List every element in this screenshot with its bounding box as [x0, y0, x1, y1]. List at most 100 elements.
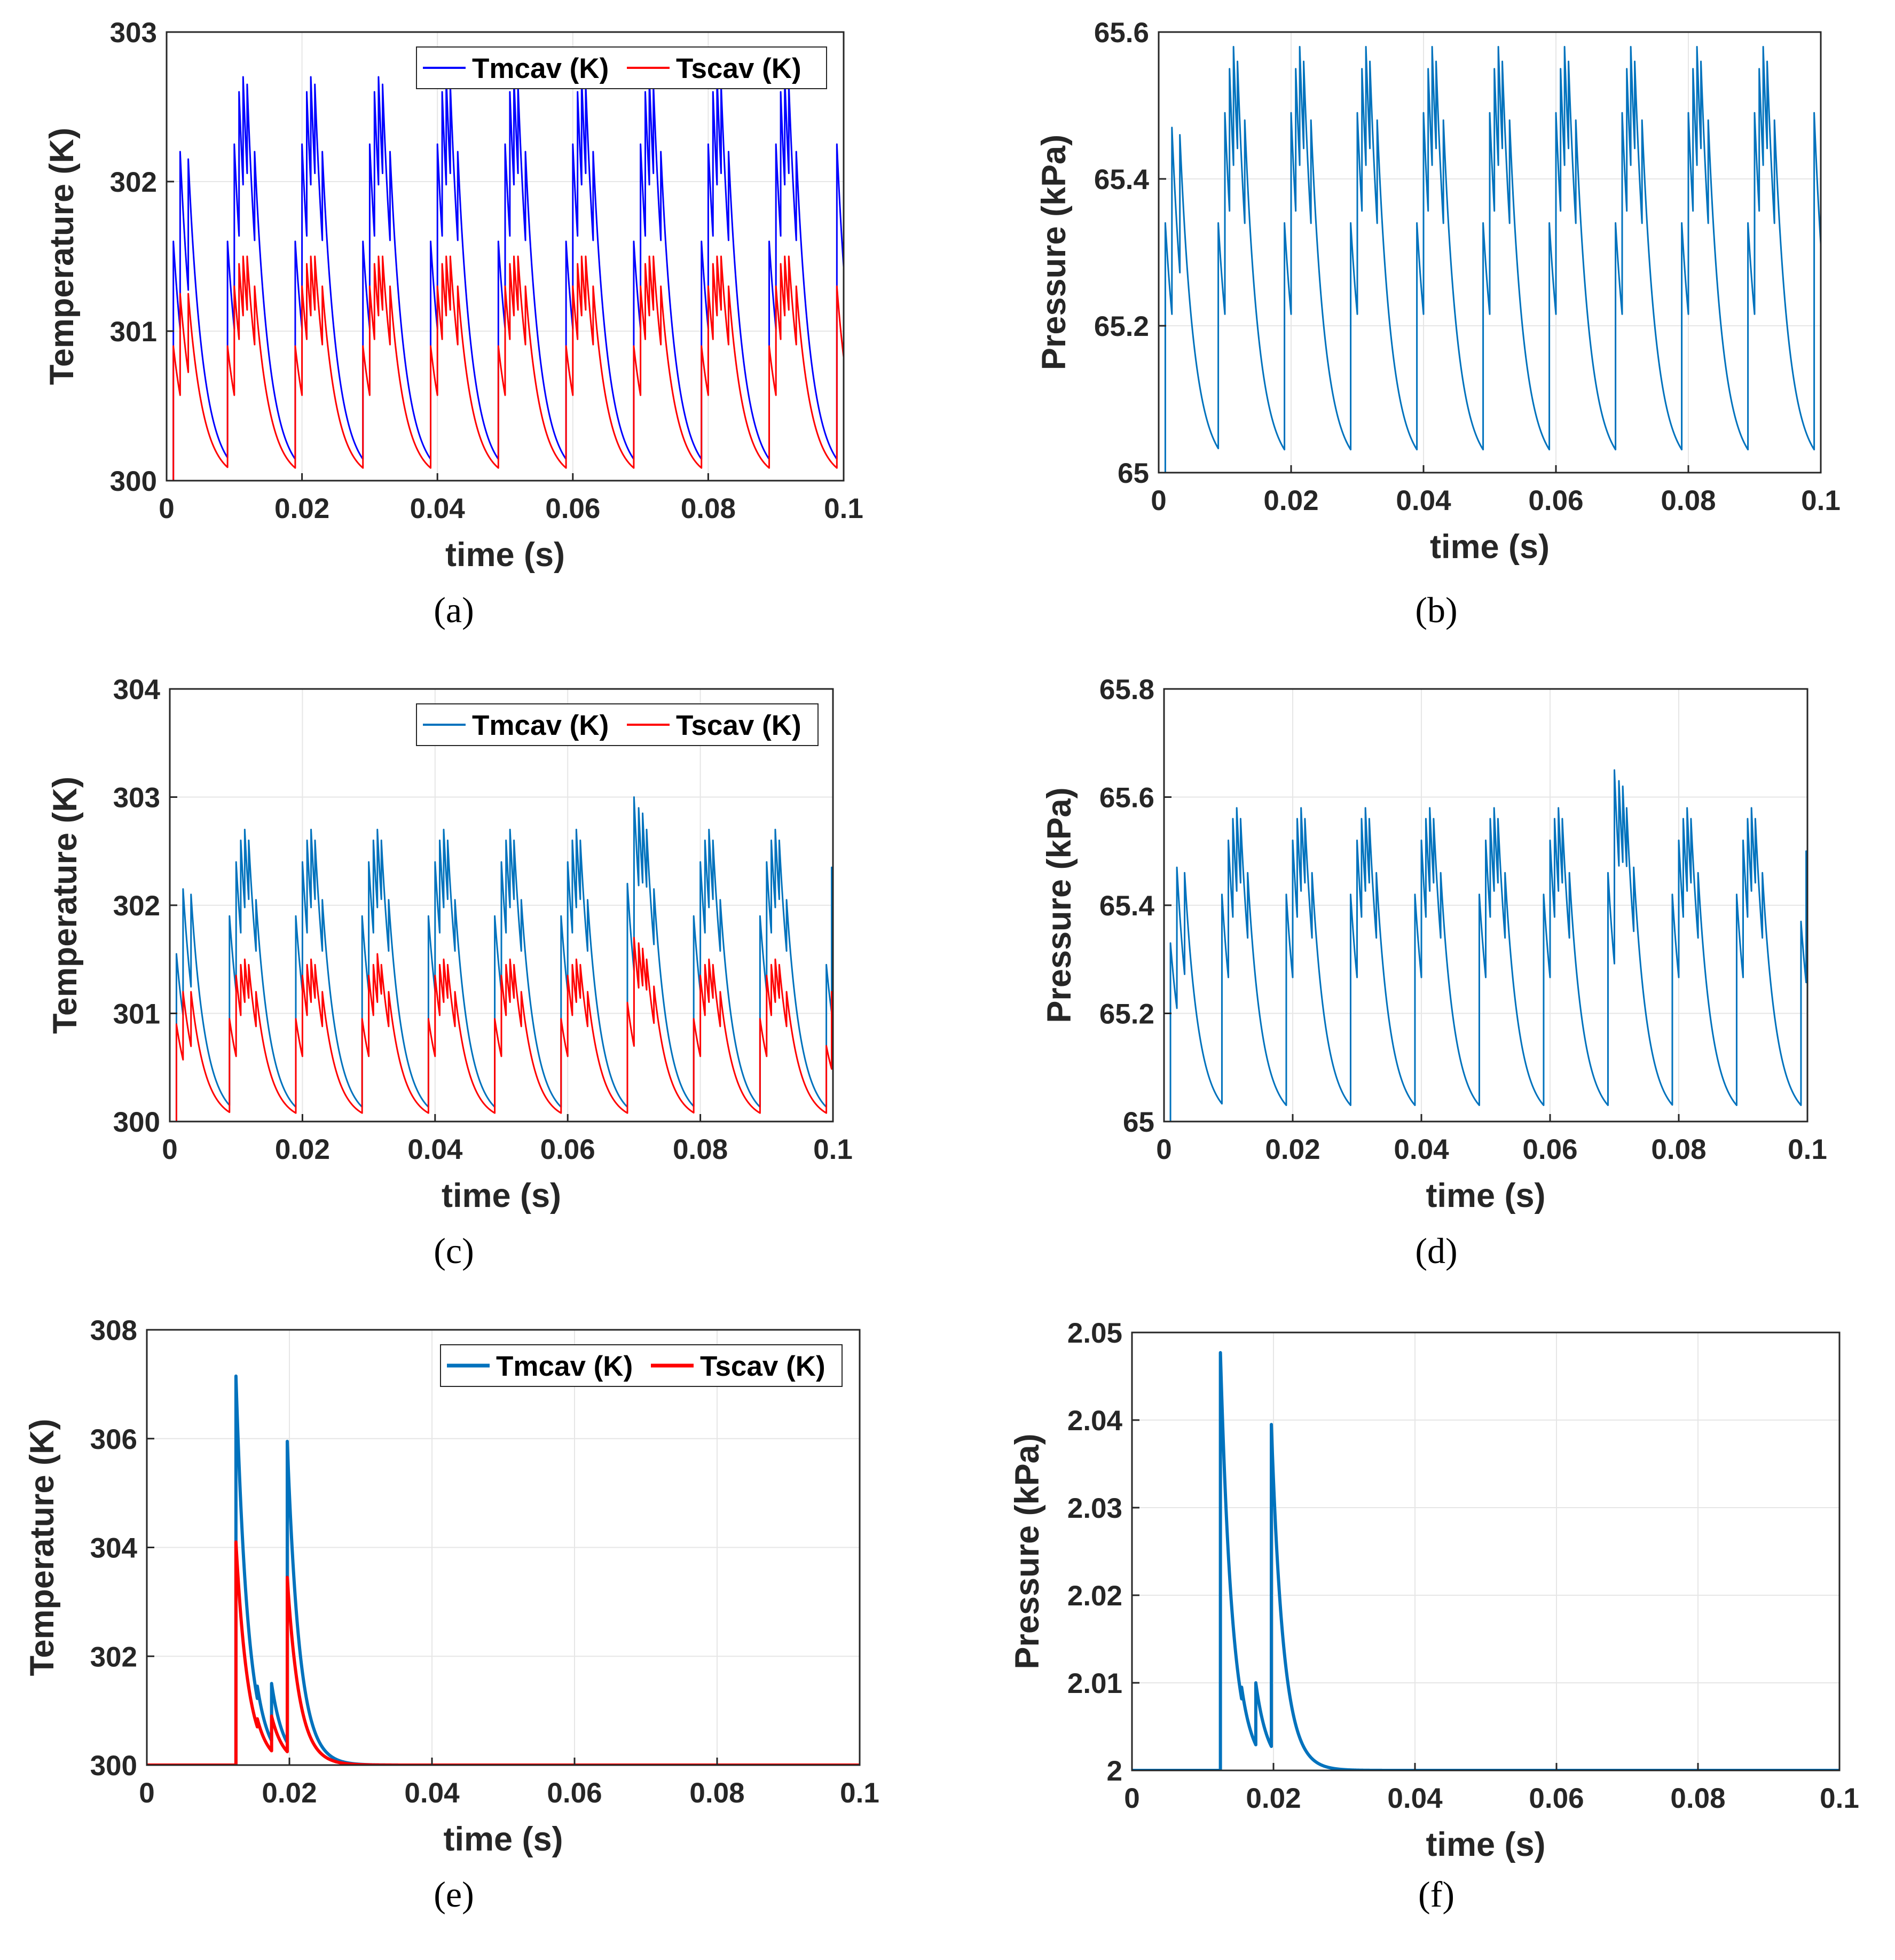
series-line-1 [167, 76, 844, 481]
x-tick-label: 0.1 [813, 1134, 853, 1165]
plot-frame [166, 31, 845, 482]
subfigure-caption: (c) [434, 1230, 474, 1271]
y-tick-label: 2 [1107, 1755, 1122, 1787]
y-tick-label: 65 [1118, 458, 1149, 489]
y-tick-label: 301 [110, 316, 157, 348]
subfigure-caption: (d) [1415, 1230, 1457, 1271]
y-axis-label: Pressure (kPa) [1035, 135, 1073, 370]
x-tick-label: 0 [1124, 1783, 1139, 1814]
y-tick-label: 2.03 [1067, 1493, 1122, 1524]
x-tick-label: 0.04 [1396, 485, 1451, 516]
x-tick-label: 0.06 [547, 1777, 602, 1809]
chart-c: 0 0.02 0.04 0.06 0.08 0.1 300 301 302 303 304 time … [46, 674, 853, 1271]
chart-a: 0 0.02 0.04 0.06 0.08 0.1 300 301 302 303 time (s)… [43, 17, 863, 630]
y-tick-label: 300 [90, 1750, 137, 1782]
y-tick-label: 65.4 [1094, 164, 1150, 195]
x-tick-label: 0.08 [1670, 1783, 1725, 1814]
x-axis-label: time (s) [1430, 528, 1550, 566]
y-tick-label: 306 [90, 1424, 137, 1455]
x-tick-label: 0 [1156, 1134, 1171, 1165]
series-line-1 [1132, 1351, 1839, 1770]
y-tick-label: 304 [90, 1533, 138, 1564]
y-tick-label: 302 [110, 167, 157, 198]
chart-f: 0 0.02 0.04 0.06 0.08 0.1 2 2.01 2.02 2.03 2.04 2.0… [1009, 1318, 1859, 1915]
chart-d: 0 0.02 0.04 0.06 0.08 0.1 65 65.2 65.4 65.6 65.8 ti… [1041, 674, 1827, 1271]
legend-entry: Tscav (K) [676, 53, 801, 84]
x-tick-label: 0.08 [689, 1777, 744, 1809]
legend-entry: Tscav (K) [676, 710, 801, 741]
y-tick-label: 303 [110, 17, 157, 49]
y-tick-label: 65 [1123, 1107, 1154, 1138]
y-axis-label: Pressure (kPa) [1009, 1433, 1046, 1669]
y-tick-label: 65.2 [1094, 311, 1149, 342]
x-tick-label: 0.1 [1820, 1783, 1859, 1814]
plot-frame [1158, 31, 1822, 474]
x-tick-label: 0.04 [1394, 1134, 1449, 1165]
x-tick-label: 0.08 [681, 493, 736, 524]
x-tick-label: 0.1 [1801, 485, 1841, 516]
y-tick-label: 2.02 [1067, 1580, 1122, 1612]
legend-entry: Tmcav (K) [496, 1351, 633, 1382]
legend-entry: Tmcav (K) [472, 710, 609, 741]
x-axis-label: time (s) [1426, 1826, 1545, 1863]
legend: Tmcav (K) Tscav (K) [416, 703, 819, 746]
x-tick-label: 0.04 [410, 493, 466, 524]
x-axis-label: time (s) [445, 536, 565, 574]
x-tick-label: 0.06 [1522, 1134, 1577, 1165]
series-line-2 [147, 1540, 860, 1765]
y-tick-label: 304 [113, 674, 161, 705]
legend-entry: Tmcav (K) [472, 53, 609, 84]
legend-box [440, 1344, 843, 1387]
y-axis-label: Temperature (K) [46, 777, 84, 1034]
x-tick-label: 0.06 [545, 493, 600, 524]
x-tick-label: 0.1 [824, 493, 863, 524]
legend: Tmcav (K) Tscav (K) [416, 46, 827, 89]
y-tick-label: 300 [110, 466, 157, 497]
subfigure-caption: (e) [434, 1874, 474, 1915]
subfigure-caption: (f) [1418, 1874, 1454, 1915]
x-tick-label: 0.06 [1528, 485, 1583, 516]
x-tick-label: 0.08 [673, 1134, 728, 1165]
chart-b: 0 0.02 0.04 0.06 0.08 0.1 65 65.2 65.4 65.6 time (… [1035, 17, 1841, 630]
chart-e: 0 0.02 0.04 0.06 0.08 0.1 300 302 304 306 308 time … [23, 1315, 879, 1915]
x-tick-label: 0.06 [1529, 1783, 1584, 1814]
y-tick-label: 65.8 [1099, 674, 1154, 705]
x-tick-label: 0.04 [407, 1134, 463, 1165]
y-tick-label: 301 [113, 999, 160, 1030]
x-tick-label: 0.02 [274, 493, 329, 524]
y-tick-label: 65.6 [1094, 17, 1149, 49]
x-tick-label: 0.02 [262, 1777, 317, 1809]
y-tick-label: 302 [90, 1641, 137, 1673]
y-tick-label: 65.2 [1099, 999, 1154, 1030]
x-tick-label: 0 [139, 1777, 154, 1809]
x-axis-label: time (s) [443, 1821, 563, 1858]
subfigure-caption: (a) [434, 590, 474, 630]
y-tick-label: 308 [90, 1315, 137, 1346]
x-tick-label: 0.08 [1661, 485, 1716, 516]
y-tick-label: 2.04 [1067, 1405, 1123, 1437]
series-line-1 [1159, 46, 1821, 473]
y-tick-label: 2.01 [1067, 1668, 1122, 1699]
y-axis-label: Temperature (K) [43, 128, 81, 385]
x-tick-label: 0 [162, 1134, 177, 1165]
x-tick-label: 0.08 [1651, 1134, 1706, 1165]
y-tick-label: 300 [113, 1107, 160, 1138]
legend-box [416, 46, 827, 89]
subfigure-caption: (b) [1415, 590, 1457, 630]
y-tick-label: 65.6 [1099, 782, 1154, 814]
series-line-1 [147, 1374, 860, 1765]
x-axis-label: time (s) [442, 1177, 561, 1214]
x-tick-label: 0.02 [1265, 1134, 1320, 1165]
x-tick-label: 0.02 [275, 1134, 330, 1165]
legend: Tmcav (K) Tscav (K) [440, 1344, 843, 1387]
legend-entry: Tscav (K) [700, 1351, 825, 1382]
plot-area [1131, 1331, 1841, 1771]
y-axis-label: Pressure (kPa) [1041, 787, 1078, 1023]
y-tick-label: 2.05 [1067, 1318, 1122, 1349]
x-tick-label: 0.1 [840, 1777, 879, 1809]
x-axis-label: time (s) [1426, 1177, 1545, 1214]
y-axis-label: Temperature (K) [23, 1419, 61, 1676]
x-tick-label: 0 [1151, 485, 1166, 516]
x-tick-label: 0.06 [540, 1134, 595, 1165]
